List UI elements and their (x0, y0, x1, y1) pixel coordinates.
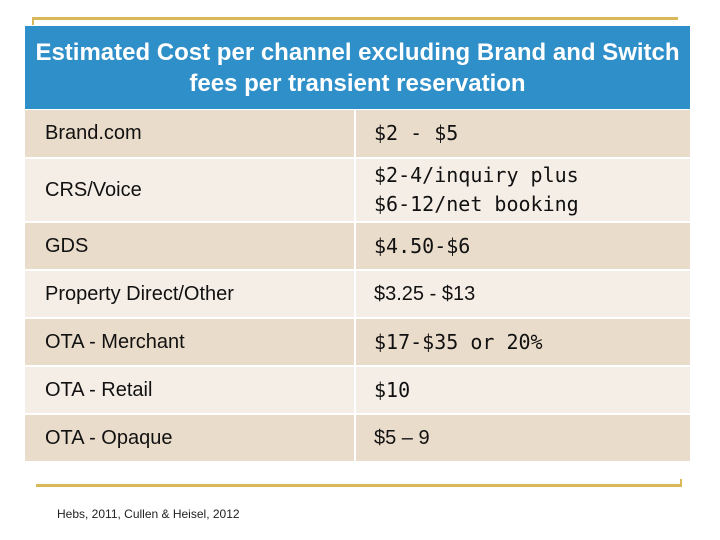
table-row: CRS/Voice $2-4/inquiry plus $6-12/net bo… (25, 158, 690, 223)
slide-title: Estimated Cost per channel excluding Bra… (25, 26, 690, 109)
channel-cell: CRS/Voice (25, 158, 356, 223)
table-row: Brand.com $2 - $5 (25, 110, 690, 159)
channel-cell: OTA - Retail (25, 366, 356, 415)
top-rule-tick (32, 17, 34, 25)
table-row: OTA - Retail $10 (25, 366, 690, 415)
cost-cell: $4.50-$6 (355, 222, 690, 271)
cost-cell: $10 (355, 366, 690, 415)
cost-table: Brand.com $2 - $5 CRS/Voice $2-4/inquiry… (25, 110, 690, 463)
cost-cell: $3.25 - $13 (355, 270, 690, 319)
table-row: Property Direct/Other $3.25 - $13 (25, 270, 690, 319)
table-row: OTA - Opaque $5 – 9 (25, 414, 690, 463)
citation: Hebs, 2011, Cullen & Heisel, 2012 (57, 507, 240, 521)
cost-cell: $5 – 9 (355, 414, 690, 463)
cost-cell: $2 - $5 (355, 110, 690, 159)
bottom-rule (36, 484, 682, 487)
cost-cell: $17-$35 or 20% (355, 318, 690, 367)
top-rule (32, 17, 678, 20)
table-row: OTA - Merchant $17-$35 or 20% (25, 318, 690, 367)
channel-cell: Brand.com (25, 110, 356, 159)
cost-line: $6-12/net booking (374, 192, 579, 216)
channel-cell: GDS (25, 222, 356, 271)
channel-cell: OTA - Opaque (25, 414, 356, 463)
cost-cell: $2-4/inquiry plus $6-12/net booking (355, 158, 690, 223)
channel-cell: Property Direct/Other (25, 270, 356, 319)
table-row: GDS $4.50-$6 (25, 222, 690, 271)
bottom-rule-tick (680, 479, 682, 487)
cost-line: $2-4/inquiry plus (374, 163, 579, 187)
channel-cell: OTA - Merchant (25, 318, 356, 367)
